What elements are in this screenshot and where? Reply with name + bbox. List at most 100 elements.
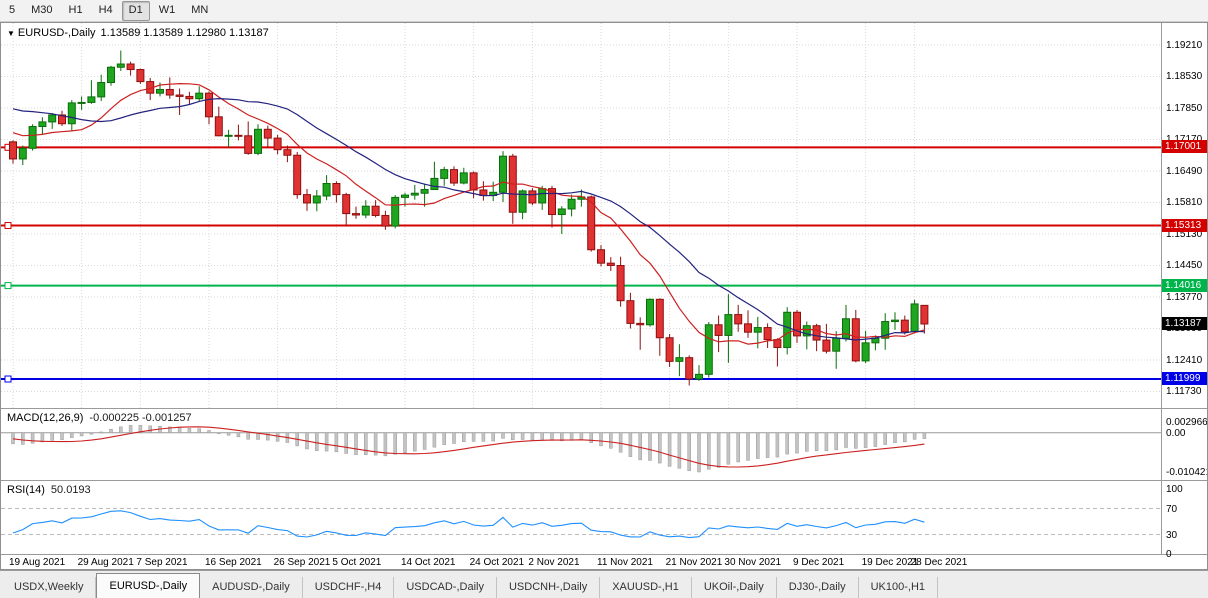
candle-up [783,311,792,348]
macd-histogram-bar [550,432,554,441]
candle-up [28,126,37,149]
chart-tab-uk100-h1[interactable]: UK100-,H1 [859,577,939,598]
price-line-tag: 1.17001 [1162,140,1207,154]
candle-up [312,195,321,204]
price-axis-label: 1.18530 [1166,71,1203,83]
candle-down [734,314,743,325]
date-axis-label: 24 Oct 2021 [469,557,525,568]
macd-histogram-bar [60,432,64,440]
chart-tab-ukoil-daily[interactable]: UKOil-,Daily [692,577,777,598]
rsi-axis-label: 0 [1166,549,1172,560]
candle-up [401,194,409,198]
candle-up [557,208,566,216]
rsi-pane-canvas[interactable] [1,481,1161,554]
candle-down [597,249,605,264]
macd-histogram-bar [413,432,417,452]
timeframe-button-mn[interactable]: MN [191,3,209,16]
date-axis-label: 16 Sep 2021 [205,557,262,568]
candle-down [214,116,223,137]
macd-histogram-bar [207,430,211,434]
macd-signal-line [12,426,925,468]
line-anchor-marker[interactable] [4,375,12,383]
macd-histogram-bar [530,432,535,441]
chart-tab-xauusd-h1[interactable]: XAUUSD-,H1 [600,577,692,598]
symbol-marker-icon: ▼ [7,29,15,38]
line-anchor-marker[interactable] [4,282,12,290]
candle-down [548,188,556,216]
price-line-tag: 1.15313 [1162,218,1207,232]
candle-down [685,357,694,380]
date-axis-label: 26 Sep 2021 [273,557,331,568]
chart-tabs-bar: USDX,Weekly EURUSD-,Daily AUDUSD-,Daily USD… [0,570,1208,598]
candle-up [116,63,125,68]
chart-tab-dj30-daily[interactable]: DJ30-,Daily [777,577,859,598]
chart-tab-usdx-weekly[interactable]: USDX,Weekly [2,577,97,598]
macd-histogram-bar [922,432,927,439]
chart-tab-eurusd-daily[interactable]: EURUSD-,Daily [96,573,201,598]
candle-up [646,298,654,326]
candle-up [538,188,547,204]
candle-up [459,172,468,184]
candle-up [499,155,507,193]
macd-histogram-bar [805,432,809,452]
candle-down [773,339,782,348]
timeframe-button-w1[interactable]: W1 [158,3,176,16]
candle-down [126,63,135,71]
date-axis-label: 19 Aug 2021 [9,557,66,568]
ma-slow-line [12,97,925,341]
candle-down [469,172,478,191]
rsi-axis-label: 70 [1166,503,1178,515]
timeframe-button-5[interactable]: 5 [9,3,16,16]
timeframe-button-d1[interactable]: D1 [121,0,150,21]
price-pane-canvas[interactable] [1,23,1161,408]
current-price-tag: 1.13187 [1162,316,1207,330]
macd-histogram-bar [354,432,358,455]
macd-histogram-bar [148,425,152,434]
candle-down [244,135,253,154]
macd-histogram-bar [844,432,848,448]
pane-separator-rsi[interactable] [1,480,1207,481]
macd-histogram-bar [246,432,250,440]
macd-histogram-bar [50,432,54,441]
timeframe-button-h4[interactable]: H4 [98,3,113,16]
pane-separator-macd[interactable] [1,408,1207,409]
chart-tab-usdcnh-daily[interactable]: USDCNH-,Daily [497,577,601,598]
timeframe-button-m30[interactable]: M30 [31,3,53,16]
chart-tab-audusd-daily[interactable]: AUDUSD-,Daily [200,577,303,598]
candle-down [900,319,909,333]
macd-histogram-bar [422,432,427,450]
chart-tab-usdchf-h4[interactable]: USDCHF-,H4 [303,577,395,598]
candle-down [812,325,821,341]
chart-tab-usdcad-daily[interactable]: USDCAD-,Daily [394,577,497,598]
candle-down [636,322,645,326]
candle-down [303,194,311,204]
candle-down [283,149,292,156]
candle-up [38,121,47,128]
macd-histogram-bar [599,432,603,447]
candle-up [724,314,733,336]
macd-histogram-bar [883,432,887,445]
macd-histogram-bar [903,432,907,443]
candle-down [185,95,194,100]
macd-histogram-bar [119,426,123,434]
candle-up [156,88,164,94]
macd-histogram-bar [814,432,819,452]
line-anchor-marker[interactable] [4,222,12,230]
candle-down [381,214,390,227]
macd-histogram-bar [324,432,329,452]
chart-ohlc-values: 1.13589 1.13589 1.12980 1.13187 [100,27,269,39]
macd-histogram-bar [89,432,94,435]
macd-pane-canvas[interactable] [1,409,1161,480]
date-axis: 19 Aug 2021 29 Aug 2021 7 Sep 2021 16 Sep 2… [1,555,1207,569]
macd-axis-label: -0.010421 [1166,467,1208,479]
candle-up [254,128,262,154]
macd-histogram-bar [824,432,829,452]
macd-histogram-bar [315,432,319,451]
macd-histogram-bar [344,432,348,454]
macd-histogram-bar [364,432,368,455]
timeframe-button-h1[interactable]: H1 [68,3,83,16]
macd-histogram-bar [511,432,515,441]
candle-down [450,169,458,184]
macd-histogram-bar [863,432,868,448]
